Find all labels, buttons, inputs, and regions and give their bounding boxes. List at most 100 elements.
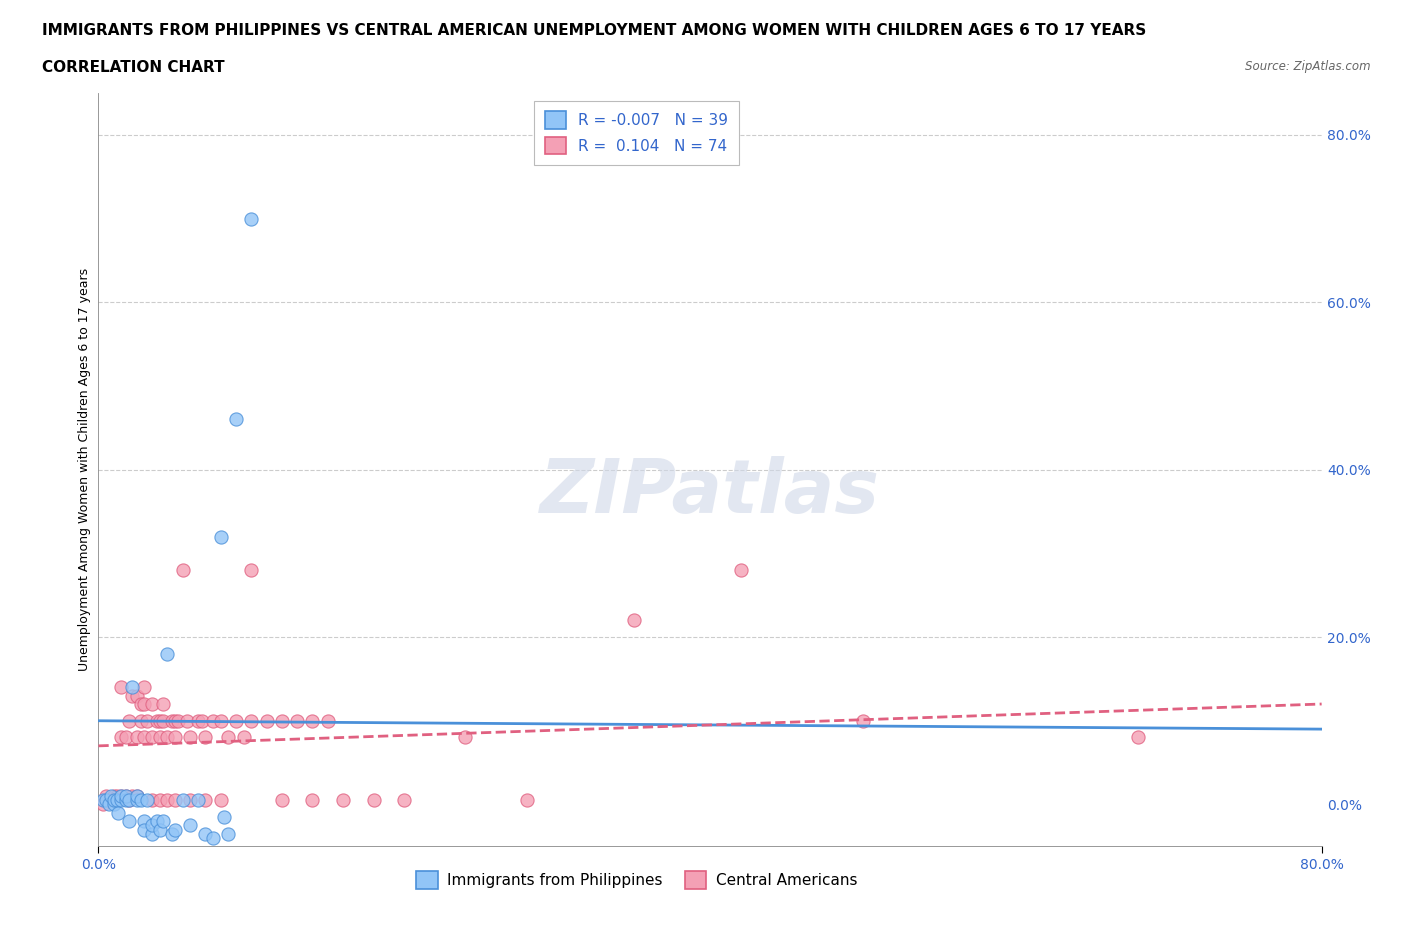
Point [256,713,278,728]
Point [232,730,254,745]
Point [163,730,186,745]
Point [217,827,239,842]
Point [149,730,172,745]
Point [225,412,247,427]
Point [187,792,209,807]
Point [301,792,323,807]
Point [209,713,232,728]
Point [129,792,152,807]
Point [125,730,148,745]
Point [110,730,132,745]
Point [240,713,263,728]
Point [141,792,163,807]
Point [129,697,152,711]
Point [110,789,132,804]
Point [156,730,179,745]
Point [623,613,645,628]
Point [115,789,138,804]
Point [212,809,235,825]
Point [152,697,174,711]
Point [454,730,477,745]
Point [134,730,156,745]
Point [392,792,416,807]
Point [179,818,201,833]
Point [105,789,128,804]
Point [118,713,141,728]
Point [100,789,122,804]
Point [91,792,114,807]
Point [202,830,225,845]
Point [103,792,125,807]
Point [141,730,163,745]
Point [179,792,201,807]
Point [202,713,225,728]
Point [156,646,179,661]
Point [115,730,138,745]
Point [152,713,174,728]
Point [134,814,156,829]
Point [103,789,125,804]
Point [730,563,752,578]
Point [107,805,129,820]
Point [94,789,117,804]
Point [163,822,186,837]
Point [125,789,148,804]
Point [125,792,148,807]
Point [145,814,167,829]
Point [115,792,138,807]
Point [209,792,232,807]
Point [285,713,308,728]
Point [115,789,138,804]
Point [141,818,163,833]
Point [194,730,217,745]
Point [134,697,156,711]
Point [100,792,122,807]
Point [103,792,125,807]
Point [172,563,194,578]
Point [167,713,190,728]
Point [94,792,117,807]
Point [301,713,323,728]
Point [852,713,875,728]
Point [110,680,132,695]
Point [163,713,186,728]
Legend: Immigrants from Philippines, Central Americans: Immigrants from Philippines, Central Ame… [411,865,863,896]
Point [176,713,198,728]
Text: IMMIGRANTS FROM PHILIPPINES VS CENTRAL AMERICAN UNEMPLOYMENT AMONG WOMEN WITH CH: IMMIGRANTS FROM PHILIPPINES VS CENTRAL A… [42,23,1146,38]
Text: Source: ZipAtlas.com: Source: ZipAtlas.com [1246,60,1371,73]
Point [103,797,125,812]
Point [129,713,152,728]
Point [134,680,156,695]
Point [160,713,183,728]
Point [163,792,186,807]
Point [332,792,354,807]
Point [187,713,209,728]
Point [110,789,132,804]
Point [149,822,172,837]
Point [172,792,194,807]
Point [98,797,121,812]
Point [1128,730,1150,745]
Point [156,792,179,807]
Point [91,797,114,812]
Point [141,827,163,842]
Point [121,680,143,695]
Point [270,713,292,728]
Point [149,713,172,728]
Text: ZIPatlas: ZIPatlas [540,456,880,529]
Point [121,688,143,703]
Point [125,789,148,804]
Point [121,789,143,804]
Point [107,792,129,807]
Point [179,730,201,745]
Point [136,792,159,807]
Point [194,792,217,807]
Point [149,792,172,807]
Point [118,814,141,829]
Point [110,792,132,807]
Point [316,713,339,728]
Point [141,697,163,711]
Y-axis label: Unemployment Among Women with Children Ages 6 to 17 years: Unemployment Among Women with Children A… [79,268,91,671]
Point [194,827,217,842]
Point [145,713,167,728]
